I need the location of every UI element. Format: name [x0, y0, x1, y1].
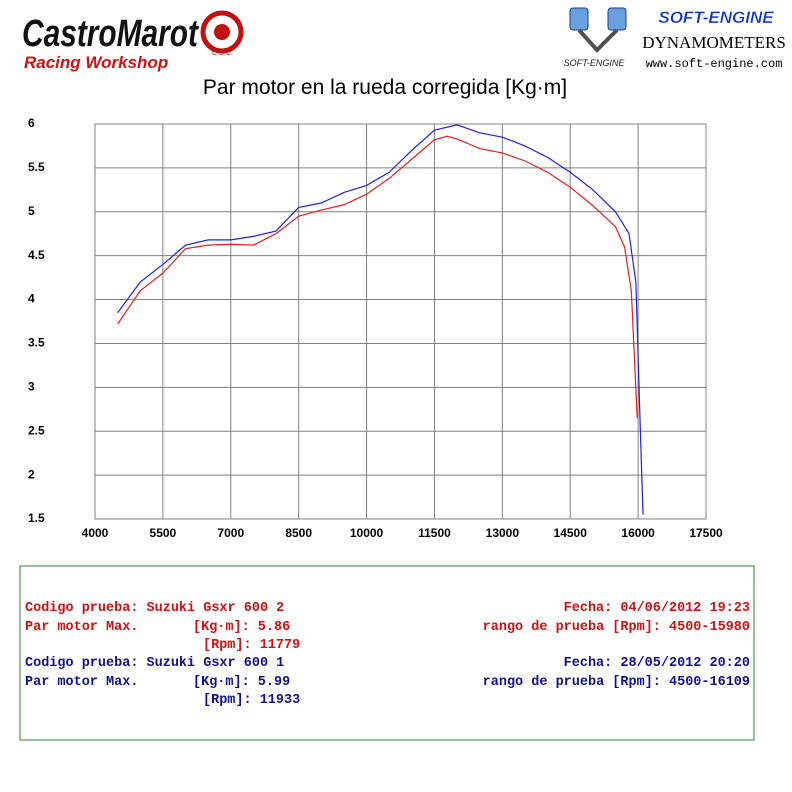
- brand-sub: Racing Workshop: [24, 53, 168, 72]
- partner-url: www.soft-engine.com: [646, 57, 783, 71]
- x-tick-label: 8500: [285, 526, 312, 540]
- y-tick-label: 2: [28, 467, 35, 481]
- brand: CastroMarot: [22, 13, 199, 55]
- y-tick-label: 2.5: [28, 423, 45, 437]
- test-date: Fecha: 28/05/2012 20:20: [564, 656, 750, 671]
- x-tick-label: 4000: [82, 526, 109, 540]
- test-code: Codigo prueba: Suzuki Gsxr 600 1: [25, 656, 284, 671]
- y-tick-label: 3: [28, 380, 35, 394]
- test-rpm: [Rpm]: 11779: [203, 638, 300, 653]
- test-range: rango de prueba [Rpm]: 4500-16109: [483, 675, 750, 690]
- piston-icon: [607, 7, 627, 31]
- brand-logo: CastroMarot C.D.C. Racing Workshop: [22, 10, 244, 72]
- torque-line: [117, 135, 638, 419]
- x-tick-label: 13000: [486, 526, 520, 540]
- info-box: [19, 565, 755, 741]
- brand-icon: [200, 10, 244, 54]
- x-tick-label: 10000: [350, 526, 384, 540]
- x-tick-label: 16000: [621, 526, 655, 540]
- y-tick-label: 1.5: [28, 511, 45, 525]
- x-tick-label: 17500: [689, 526, 723, 540]
- piston-icon: [569, 7, 589, 31]
- brand-badge: C.D.C.: [212, 50, 233, 57]
- plot-area: [94, 123, 707, 520]
- x-tick-label: 14500: [554, 526, 588, 540]
- partner: SOFT-ENGINE: [658, 8, 774, 27]
- y-tick-label: 4: [28, 292, 35, 306]
- x-tick-label: 7000: [217, 526, 244, 540]
- test-rpm: [Rpm]: 11933: [203, 693, 300, 708]
- y-tick-label: 3.5: [28, 336, 45, 350]
- test-max-label: Par motor Max.: [25, 675, 138, 690]
- y-tick-label: 5.5: [28, 160, 45, 174]
- test-torque: [Kg·m]: 5.99: [193, 675, 290, 690]
- test-torque: [Kg·m]: 5.86: [193, 620, 290, 635]
- test-range: rango de prueba [Rpm]: 4500-15980: [483, 620, 750, 635]
- chart-title: Par motor en la rueda corregida [Kg·m]: [203, 76, 567, 99]
- y-tick-label: 4.5: [28, 248, 45, 262]
- x-tick-label: 5500: [150, 526, 177, 540]
- test-date: Fecha: 04/06/2012 19:23: [564, 601, 750, 616]
- brand-icon: [214, 24, 230, 40]
- test-max-label: Par motor Max.: [25, 620, 138, 635]
- partner-line: DYNAMOMETERS: [642, 33, 786, 52]
- x-tick-label: 11500: [418, 526, 451, 540]
- rod-icon: [577, 28, 619, 53]
- y-tick-label: 5: [28, 204, 35, 218]
- y-tick-label: 6: [28, 116, 35, 130]
- partner-small: SOFT-ENGINE: [564, 58, 626, 68]
- torque-line: [117, 124, 644, 515]
- partner-logo: SOFT-ENGINE DYNAMOMETERS SOFT-ENGINE www…: [564, 7, 786, 71]
- test-code: Codigo prueba: Suzuki Gsxr 600 2: [25, 601, 284, 616]
